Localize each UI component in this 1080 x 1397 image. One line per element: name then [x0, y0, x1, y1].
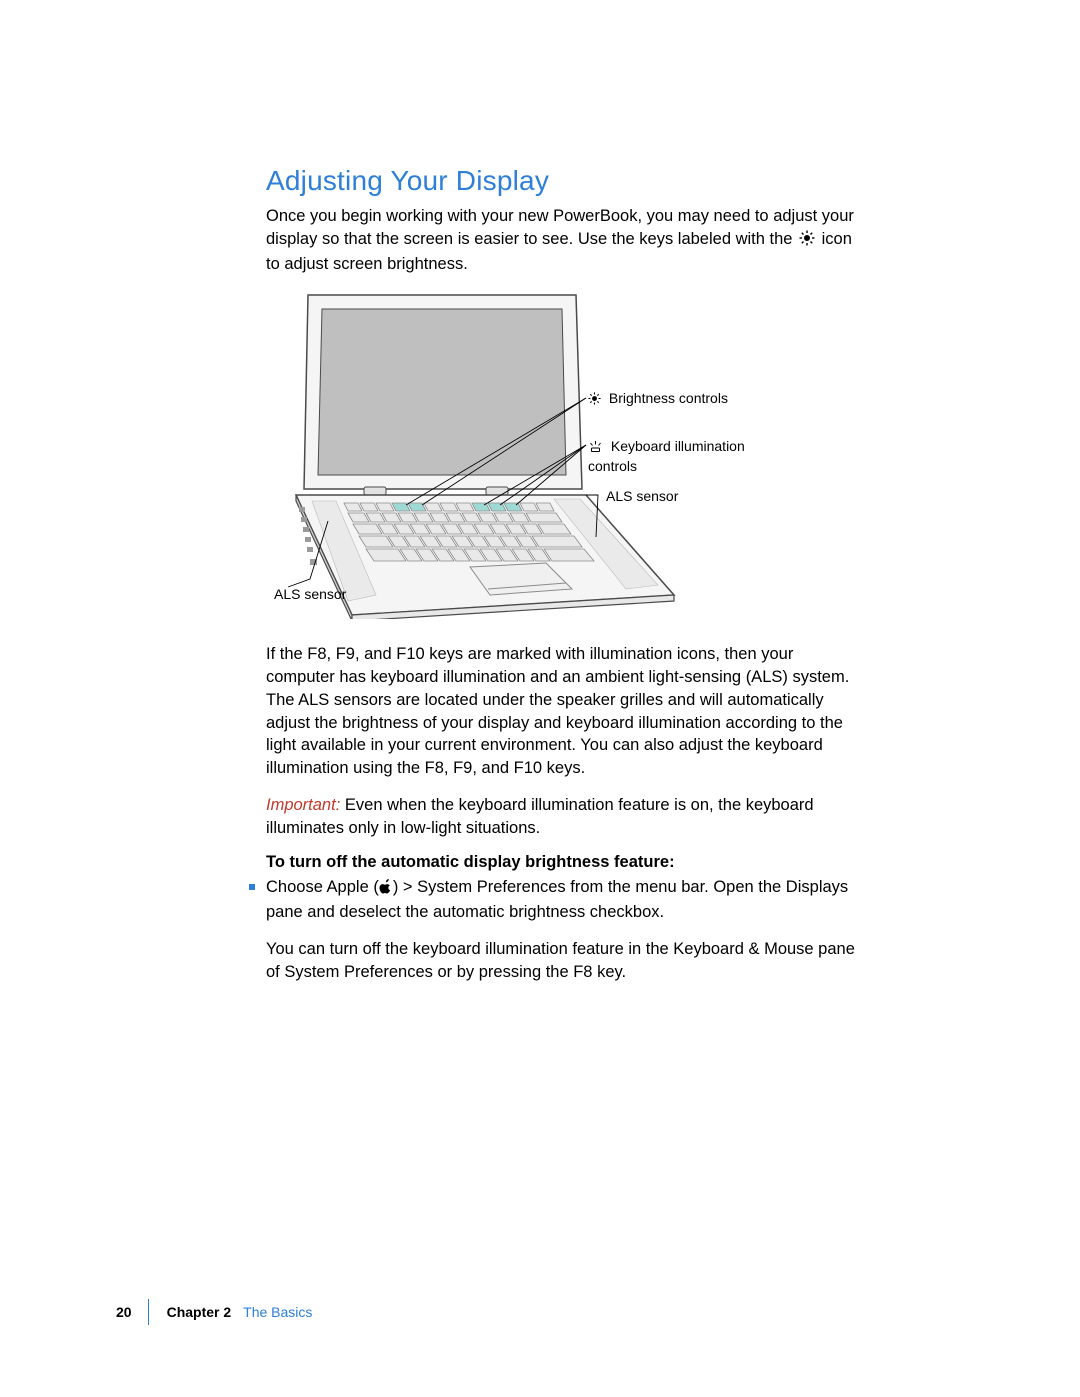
laptop-diagram: Brightness controls Keyboard illuminatio… [266, 289, 866, 619]
bullet-text-pre: Choose Apple ( [266, 878, 379, 896]
callout-brightness-text: Brightness controls [609, 390, 728, 406]
chapter-label: Chapter 2 [167, 1304, 232, 1320]
intro-paragraph: Once you begin working with your new Pow… [266, 205, 866, 275]
content-column: Adjusting Your Display Once you begin wo… [266, 165, 866, 997]
section-heading: Adjusting Your Display [266, 165, 866, 197]
important-paragraph: Important: Even when the keyboard illumi… [266, 794, 866, 840]
footer-divider [148, 1299, 149, 1325]
keyboard-off-paragraph: You can turn off the keyboard illuminati… [266, 938, 866, 984]
bullet-marker-icon [248, 876, 266, 924]
als-paragraph: If the F8, F9, and F10 keys are marked w… [266, 643, 866, 780]
page-number: 20 [116, 1304, 132, 1320]
chapter-title: The Basics [243, 1304, 312, 1320]
important-text: Even when the keyboard illumination feat… [266, 796, 814, 837]
page-footer: 20 Chapter 2 The Basics [116, 1299, 312, 1325]
intro-text-pre: Once you begin working with your new Pow… [266, 207, 854, 248]
callout-brightness: Brightness controls [588, 389, 728, 409]
callout-als-right: ALS sensor [606, 487, 678, 505]
brightness-icon [799, 230, 815, 253]
callout-als-left-text: ALS sensor [274, 586, 346, 602]
important-label: Important: [266, 796, 340, 814]
callout-keyboard-text: Keyboard illumination controls [588, 438, 745, 474]
subheading: To turn off the automatic display bright… [266, 853, 866, 872]
brightness-icon [588, 391, 601, 409]
callout-keyboard-illum: Keyboard illumination controls [588, 437, 758, 475]
callout-als-left: ALS sensor [274, 585, 346, 603]
bullet-text: Choose Apple ( ) > System Preferences fr… [266, 876, 866, 924]
callout-als-right-text: ALS sensor [606, 488, 678, 504]
keyboard-illumination-icon [588, 439, 603, 457]
apple-icon [379, 878, 393, 901]
page: Adjusting Your Display Once you begin wo… [0, 0, 1080, 1397]
bullet-item: Choose Apple ( ) > System Preferences fr… [248, 876, 866, 924]
